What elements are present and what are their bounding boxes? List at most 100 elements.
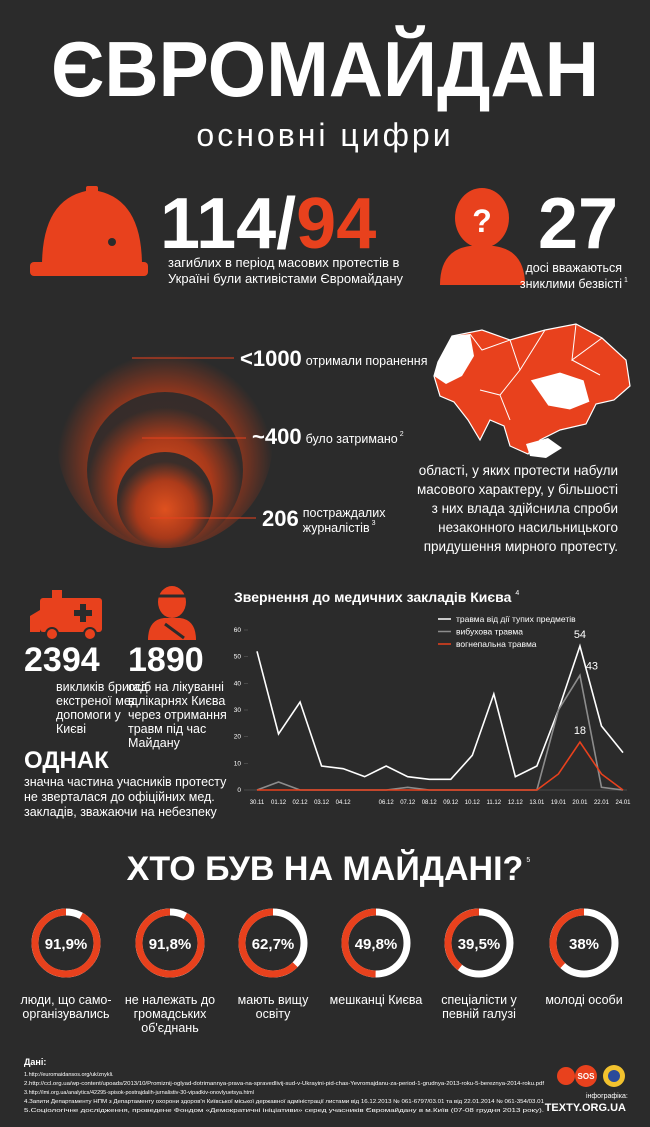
map [433, 323, 631, 458]
however-text: значна частина учасників протесту [24, 775, 227, 789]
circle-text: постраждалих [303, 506, 386, 520]
y-tick-label: 30 [234, 707, 242, 714]
credit: інфографіка: [586, 1092, 628, 1100]
calls-number: 2394 [24, 641, 100, 679]
killed-activists: 94 [296, 184, 376, 264]
x-tick-label: 22.01 [594, 800, 610, 806]
donut-arc [341, 908, 377, 978]
helmet-icon [30, 186, 148, 276]
logo-text: SOS [578, 1072, 596, 1081]
x-tick-label: 10.12 [465, 800, 481, 806]
circle-text: отримали поранення [306, 354, 428, 368]
killed-total: 114 [160, 184, 276, 264]
donut-label: 91,9% [45, 936, 88, 953]
logo-circle [557, 1067, 575, 1085]
donut-label: 91,8% [149, 936, 192, 953]
source: 1.http://euromaidansos.org/uk/znykli. [24, 1072, 114, 1078]
y-tick-label: 40 [234, 680, 242, 687]
source: 5.Соціологічне дослідження, проведене Фо… [24, 1107, 545, 1114]
x-tick-label: 08.12 [422, 800, 438, 806]
chart-title: Звернення до медичних закладів Києва [234, 589, 512, 605]
x-tick-label: 20.01 [572, 800, 588, 806]
y-tick-label: 20 [234, 734, 242, 741]
treated-text: Майдану [128, 736, 181, 750]
source: 2.http://ccl.org.ua/wp-content/upoads/20… [24, 1081, 544, 1087]
peak-label: 54 [574, 629, 586, 641]
missing-person-icon [440, 188, 525, 285]
x-tick-label: 03.12 [314, 800, 330, 806]
circle-value: 206 [262, 506, 299, 531]
circle-value: ~400 [252, 424, 302, 449]
legend-label: вогнепальна травма [456, 639, 537, 649]
ambulance-icon [30, 590, 102, 641]
y-tick-label: 10 [234, 760, 242, 767]
source: 3.http://imi.org.ua/analytics/42295-spis… [24, 1090, 254, 1096]
missing-number: 27 [538, 184, 618, 264]
however-text: закладів, зважаючи на небезпеку [24, 805, 218, 819]
line [257, 740, 624, 791]
donut-arc [31, 908, 101, 978]
donut-arc [549, 908, 585, 969]
map-text: масового характеру, у більшості [417, 482, 618, 497]
x-tick-label: 12.12 [508, 800, 524, 806]
legend-label: вибухова травма [456, 627, 523, 637]
x-tick-label: 07.12 [400, 800, 416, 806]
circle-text: було затримано [306, 432, 398, 446]
who-text: певній галузі [442, 1007, 516, 1021]
donut-label: 62,7% [252, 936, 295, 953]
however-title: ОДНАК [24, 747, 109, 774]
x-tick-label: 19.01 [551, 800, 567, 806]
missing-icon-text: ? [472, 203, 492, 239]
circle-value: <1000 [240, 346, 302, 371]
circle [117, 452, 213, 548]
title: ЄВРОМАЙДАН [51, 25, 599, 113]
calls-text: Києві [56, 722, 86, 736]
donut-arc [444, 908, 480, 971]
y-tick-label: 0 [237, 787, 241, 794]
however-text: не зверталася до офіційних мед. [24, 790, 215, 804]
x-tick-label: 02.12 [293, 800, 309, 806]
peak-label: 18 [574, 725, 586, 737]
donut-label: 38% [569, 936, 599, 953]
who-title: ХТО БУВ НА МАЙДАНІ? [127, 849, 524, 888]
sources-title: Дані: [24, 1057, 46, 1067]
who-text: не належать до [125, 993, 215, 1007]
map-text: області, у яких протести набули [419, 463, 618, 478]
x-tick-label: 30.11 [250, 800, 265, 806]
x-tick-label: 11.12 [487, 800, 502, 806]
who-text: громадських [134, 1007, 208, 1021]
donut-label: 49,8% [355, 936, 398, 953]
peak-label: 43 [586, 660, 598, 672]
injured-icon [148, 586, 196, 640]
legend-label: травма від дії тупих предметів [456, 614, 576, 624]
donut-arc [135, 908, 205, 978]
site: TEXTY.ORG.UA [545, 1102, 626, 1114]
x-tick-label: 24.01 [615, 800, 631, 806]
calls-text: викликів бригад [56, 680, 148, 694]
treated-text: в лікарнях Києва [128, 694, 225, 708]
calls-text: екстреної мед. [56, 694, 141, 708]
who-text: люди, що само- [20, 993, 111, 1007]
footnote: 5 [526, 857, 530, 864]
killed-separator: / [276, 184, 296, 264]
line [256, 643, 624, 781]
x-tick-label: 06.12 [379, 800, 395, 806]
footnote: 2 [400, 431, 404, 438]
who-text: молоді особи [545, 993, 622, 1007]
y-tick-label: 50 [234, 654, 242, 661]
treated-number: 1890 [128, 641, 204, 679]
donut-arc [238, 908, 298, 978]
killed-number: 114/94 [160, 184, 376, 264]
who-text: організувались [22, 1007, 109, 1021]
map-text: придушення мирного протесту. [424, 539, 618, 554]
x-tick-label: 13.01 [529, 800, 545, 806]
y-tick-label: 60 [234, 627, 242, 634]
x-tick-label: 01.12 [271, 800, 287, 806]
treated-text: травм під час [128, 722, 206, 736]
logo-circle [575, 1065, 597, 1087]
x-tick-label: 04.12 [336, 800, 352, 806]
